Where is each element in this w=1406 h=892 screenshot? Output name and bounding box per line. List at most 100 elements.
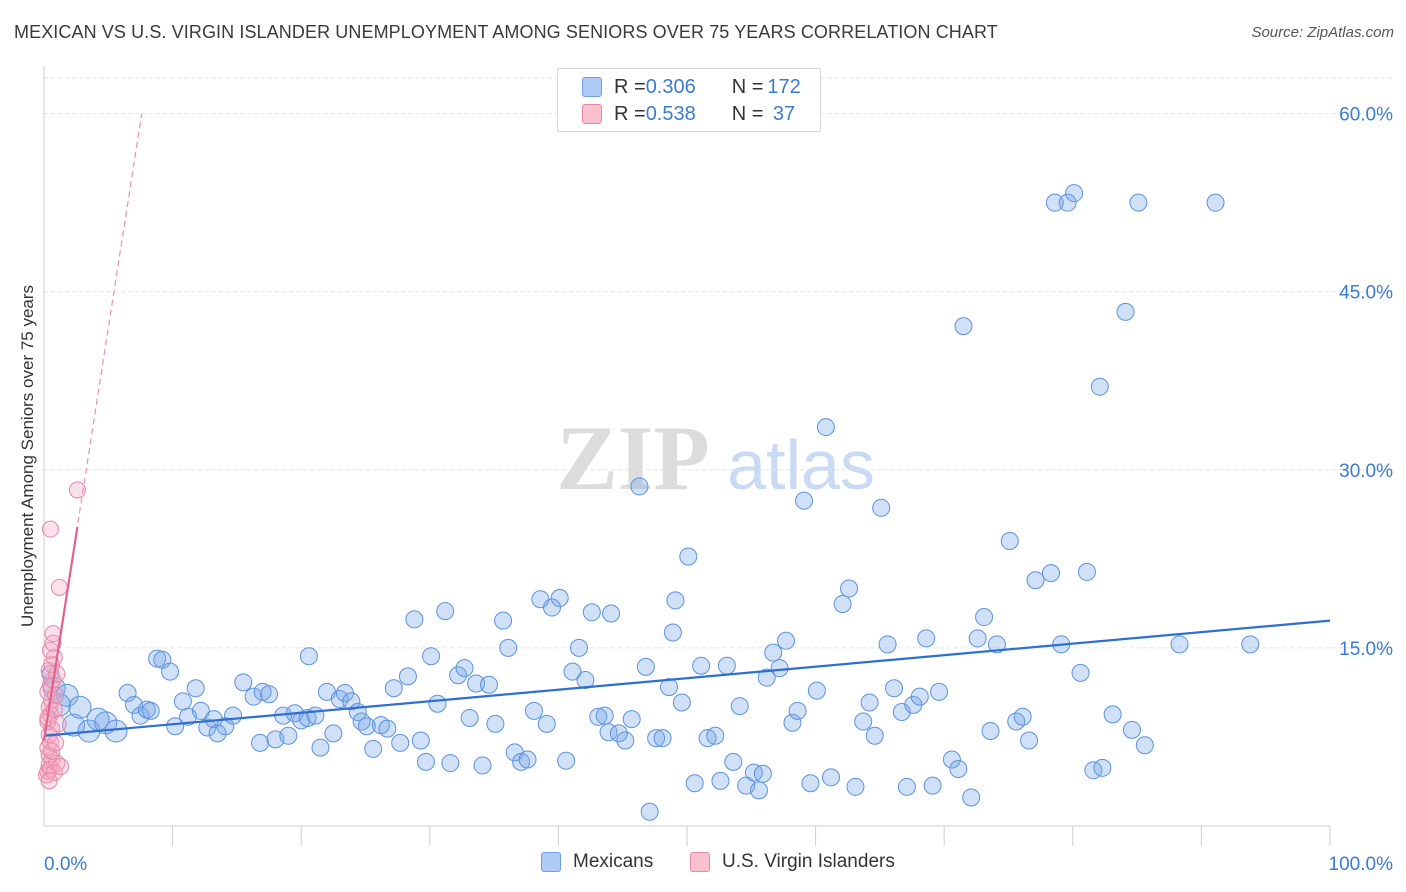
point-mexicans [987, 635, 1006, 654]
legend-item-mexicans[interactable]: Mexicans [541, 851, 653, 873]
point-virgin-islanders [68, 481, 86, 499]
point-mexicans [542, 598, 561, 617]
trendline-mexicans [43, 619, 1331, 737]
point-mexicans [260, 685, 279, 704]
point-mexicans [897, 777, 916, 796]
point-mexicans [860, 693, 879, 712]
point-mexicans [186, 679, 205, 698]
point-mexicans [865, 726, 884, 745]
n-label: N = [731, 75, 764, 98]
point-mexicans [436, 602, 455, 621]
point-mexicans [473, 756, 492, 775]
legend-swatch-pink [582, 104, 602, 124]
point-mexicans [788, 701, 807, 720]
point-virgin-islanders [48, 665, 66, 683]
point-mexicans [486, 714, 505, 733]
point-mexicans [1020, 731, 1039, 750]
point-virgin-islanders [49, 715, 67, 733]
legend-swatch-blue [541, 852, 561, 872]
point-mexicans [1103, 705, 1122, 724]
legend-label: U.S. Virgin Islanders [722, 851, 895, 872]
point-mexicans [777, 631, 796, 650]
point-virgin-islanders [45, 764, 63, 782]
point-mexicans [398, 667, 417, 686]
legend-stats-row-virgin-islanders: R = 0.538 N = 37 [582, 101, 795, 127]
point-mexicans [428, 694, 447, 713]
point-mexicans [917, 629, 936, 648]
point-mexicans [923, 776, 942, 795]
point-mexicans [582, 603, 601, 622]
point-mexicans [981, 722, 1000, 741]
point-mexicans [378, 719, 397, 738]
point-mexicans [795, 491, 814, 510]
point-mexicans [467, 674, 486, 693]
x-tick-label-min: 0.0% [44, 854, 87, 875]
point-mexicans [563, 662, 582, 681]
point-mexicans [494, 611, 513, 630]
point-mexicans [234, 673, 253, 692]
point-virgin-islanders [44, 634, 62, 652]
point-mexicans [330, 689, 349, 708]
point-mexicans [479, 675, 498, 694]
point-mexicans [405, 610, 424, 629]
point-mexicans [589, 707, 608, 726]
point-mexicans [311, 738, 330, 757]
point-mexicans [1045, 193, 1064, 212]
point-mexicans [1093, 758, 1112, 777]
point-mexicans [975, 608, 994, 627]
point-mexicans [706, 726, 725, 745]
point-mexicans [416, 752, 435, 771]
point-mexicans [1206, 193, 1225, 212]
r-label: R = [614, 102, 646, 125]
point-mexicans [672, 693, 691, 712]
point-mexicans [636, 657, 655, 676]
watermark-atlas: atlas [727, 426, 875, 504]
point-mexicans [783, 713, 802, 732]
point-mexicans [840, 579, 859, 598]
y-tick-label: 15.0% [1339, 639, 1393, 660]
point-mexicans [384, 679, 403, 698]
point-mexicans [602, 604, 621, 623]
legend-item-virgin-islanders[interactable]: U.S. Virgin Islanders [690, 851, 895, 873]
point-mexicans [166, 717, 185, 736]
point-mexicans [118, 684, 137, 703]
point-mexicans [764, 643, 783, 662]
point-virgin-islanders [43, 742, 61, 760]
point-mexicans [595, 706, 614, 725]
point-mexicans [616, 731, 635, 750]
legend-stats: R = 0.306 N = 172 R = 0.538 N = 37 [557, 68, 821, 132]
point-mexicans [1077, 562, 1096, 581]
point-mexicans [854, 712, 873, 731]
point-mexicans [1071, 663, 1090, 682]
y-axis-title: Unemployment Among Seniors over 75 years [18, 285, 37, 627]
legend-stats-row-mexicans: R = 0.306 N = 172 [582, 74, 801, 100]
point-mexicans [364, 739, 383, 758]
legend-series: Mexicans U.S. Virgin Islanders [0, 851, 1406, 879]
point-mexicans [807, 681, 826, 700]
y-tick-label: 45.0% [1339, 283, 1393, 304]
point-mexicans [949, 760, 968, 779]
chart-title: MEXICAN VS U.S. VIRGIN ISLANDER UNEMPLOY… [14, 22, 998, 42]
point-mexicans [1000, 532, 1019, 551]
legend-label: Mexicans [573, 851, 654, 872]
point-mexicans [744, 763, 763, 782]
point-mexicans [1007, 712, 1026, 731]
point-mexicans [208, 724, 227, 743]
point-mexicans [141, 701, 160, 720]
point-mexicans [1058, 193, 1077, 212]
point-mexicans [191, 701, 210, 720]
point-mexicans [954, 317, 973, 336]
point-mexicans [885, 679, 904, 698]
point-mexicans [801, 774, 820, 793]
point-mexicans [1122, 720, 1141, 739]
point-mexicans [1135, 736, 1154, 755]
point-mexicans [930, 682, 949, 701]
point-mexicans [730, 697, 749, 716]
point-mexicans [449, 666, 468, 685]
point-mexicans [663, 623, 682, 642]
point-mexicans [251, 733, 270, 752]
point-virgin-islanders [41, 520, 59, 538]
point-mexicans [750, 781, 769, 800]
point-mexicans [630, 477, 649, 496]
